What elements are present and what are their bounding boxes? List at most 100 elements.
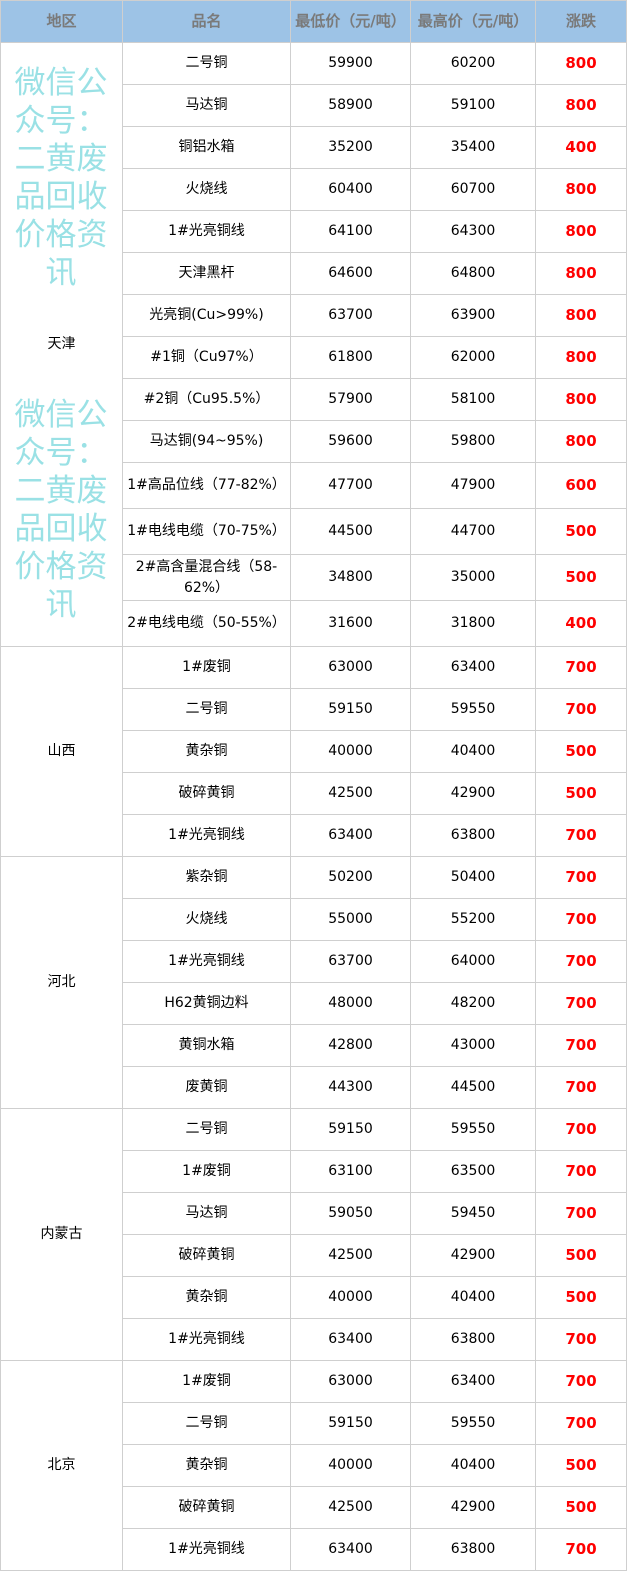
change-cell: 500	[535, 1486, 627, 1529]
table-row: 破碎黄铜 42500 42900 500	[1, 1234, 627, 1277]
high-price-cell: 44500	[410, 1066, 536, 1109]
high-price-cell: 59100	[410, 84, 536, 127]
high-price-cell: 59450	[410, 1192, 536, 1235]
high-price-cell: 64300	[410, 210, 536, 253]
table-row: 内蒙古 二号铜 59150 59550 700	[0, 1108, 627, 1361]
table-row: 黄铜水箱 42800 43000 700	[1, 1024, 627, 1067]
product-name-cell: 1#废铜	[122, 1360, 291, 1403]
product-name-cell: 1#光亮铜线	[122, 814, 291, 857]
high-price-cell: 48200	[410, 982, 536, 1025]
change-cell: 700	[535, 1108, 627, 1151]
change-cell: 700	[535, 646, 627, 689]
change-cell: 700	[535, 688, 627, 731]
change-cell: 500	[535, 1234, 627, 1277]
product-name-cell: 1#废铜	[122, 1150, 291, 1193]
product-name-cell: 黄铜水箱	[122, 1024, 291, 1067]
table-row: 天津黑杆 64600 64800 800	[1, 252, 627, 295]
table-row: 火烧线 60400 60700 800	[1, 168, 627, 211]
change-cell: 800	[535, 378, 627, 421]
low-price-cell: 40000	[290, 1276, 411, 1319]
low-price-cell: 31600	[290, 600, 411, 647]
high-price-cell: 64800	[410, 252, 536, 295]
product-name-cell: 铜铝水箱	[122, 126, 291, 169]
product-name-cell: 废黄铜	[122, 1066, 291, 1109]
product-name-cell: 2#电线电缆（50-55%）	[122, 600, 291, 647]
low-price-cell: 40000	[290, 730, 411, 773]
product-name-cell: 1#光亮铜线	[122, 210, 291, 253]
low-price-cell: 63700	[290, 940, 411, 983]
product-name-cell: 光亮铜(Cu>99%)	[122, 294, 291, 337]
change-cell: 800	[535, 84, 627, 127]
table-row: 破碎黄铜 42500 42900 500	[1, 772, 627, 815]
high-price-cell: 59550	[410, 1402, 536, 1445]
change-cell: 700	[535, 1360, 627, 1403]
high-price-cell: 43000	[410, 1024, 536, 1067]
low-price-cell: 63700	[290, 294, 411, 337]
table-row: 1#电线电缆（70-75%） 44500 44700 500	[1, 508, 627, 555]
change-cell: 800	[535, 252, 627, 295]
low-price-cell: 35200	[290, 126, 411, 169]
low-price-cell: 64100	[290, 210, 411, 253]
low-price-cell: 63400	[290, 1528, 411, 1571]
high-price-cell: 63800	[410, 1318, 536, 1361]
table-row: H62黄铜边料 48000 48200 700	[1, 982, 627, 1025]
table-row: 山西 1#废铜 63000 63400 700	[0, 646, 627, 857]
product-name-cell: 2#高含量混合线（58-62%）	[122, 554, 291, 601]
product-name-cell: 黄杂铜	[122, 1276, 291, 1319]
change-cell: 500	[535, 508, 627, 555]
product-name-cell: 1#光亮铜线	[122, 1318, 291, 1361]
table-row: 1#光亮铜线 63400 63800 700	[1, 1528, 627, 1571]
table-row: #1铜（Cu97%） 61800 62000 800	[1, 336, 627, 379]
high-price-cell: 58100	[410, 378, 536, 421]
high-price-cell: 63800	[410, 1528, 536, 1571]
low-price-cell: 59900	[290, 42, 411, 85]
high-price-cell: 64000	[410, 940, 536, 983]
product-name-cell: 紫杂铜	[122, 856, 291, 899]
change-cell: 800	[535, 294, 627, 337]
product-name-cell: 破碎黄铜	[122, 1486, 291, 1529]
high-price-cell: 50400	[410, 856, 536, 899]
table-row: 马达铜 59050 59450 700	[1, 1192, 627, 1235]
change-cell: 500	[535, 1276, 627, 1319]
low-price-cell: 50200	[290, 856, 411, 899]
table-row: 黄杂铜 40000 40400 500	[1, 730, 627, 773]
high-price-cell: 55200	[410, 898, 536, 941]
low-price-cell: 60400	[290, 168, 411, 211]
low-price-cell: 57900	[290, 378, 411, 421]
product-name-cell: 火烧线	[122, 168, 291, 211]
high-price-cell: 59800	[410, 420, 536, 463]
high-price-cell: 40400	[410, 730, 536, 773]
change-cell: 600	[535, 462, 627, 509]
table-row: 黄杂铜 40000 40400 500	[1, 1444, 627, 1487]
change-cell: 700	[535, 1402, 627, 1445]
change-cell: 700	[535, 898, 627, 941]
change-cell: 500	[535, 730, 627, 773]
change-cell: 500	[535, 1444, 627, 1487]
low-price-cell: 44300	[290, 1066, 411, 1109]
header-row: 地区 品名 最低价（元/吨） 最高价（元/吨） 涨跌	[0, 0, 627, 43]
product-name-cell: 二号铜	[122, 42, 291, 85]
product-name-cell: 1#废铜	[122, 646, 291, 689]
product-name-cell: 1#光亮铜线	[122, 940, 291, 983]
product-name-cell: 黄杂铜	[122, 730, 291, 773]
table-row: 天津 二号铜 59900 60200 800	[0, 42, 627, 647]
product-name-cell: #1铜（Cu97%）	[122, 336, 291, 379]
high-price-cell: 40400	[410, 1444, 536, 1487]
change-cell: 700	[535, 856, 627, 899]
table-row: 1#废铜 63100 63500 700	[1, 1150, 627, 1193]
change-cell: 700	[535, 1066, 627, 1109]
table-row: 1#光亮铜线 63400 63800 700	[1, 1318, 627, 1361]
change-cell: 800	[535, 168, 627, 211]
low-price-cell: 44500	[290, 508, 411, 555]
change-cell: 800	[535, 336, 627, 379]
high-price-cell: 63500	[410, 1150, 536, 1193]
high-price-cell: 60200	[410, 42, 536, 85]
high-price-cell: 63400	[410, 1360, 536, 1403]
high-price-cell: 35000	[410, 554, 536, 601]
region-cell: 北京	[0, 1360, 123, 1571]
change-cell: 700	[535, 940, 627, 983]
high-price-cell: 35400	[410, 126, 536, 169]
low-price-cell: 63000	[290, 1360, 411, 1403]
low-price-cell: 63100	[290, 1150, 411, 1193]
